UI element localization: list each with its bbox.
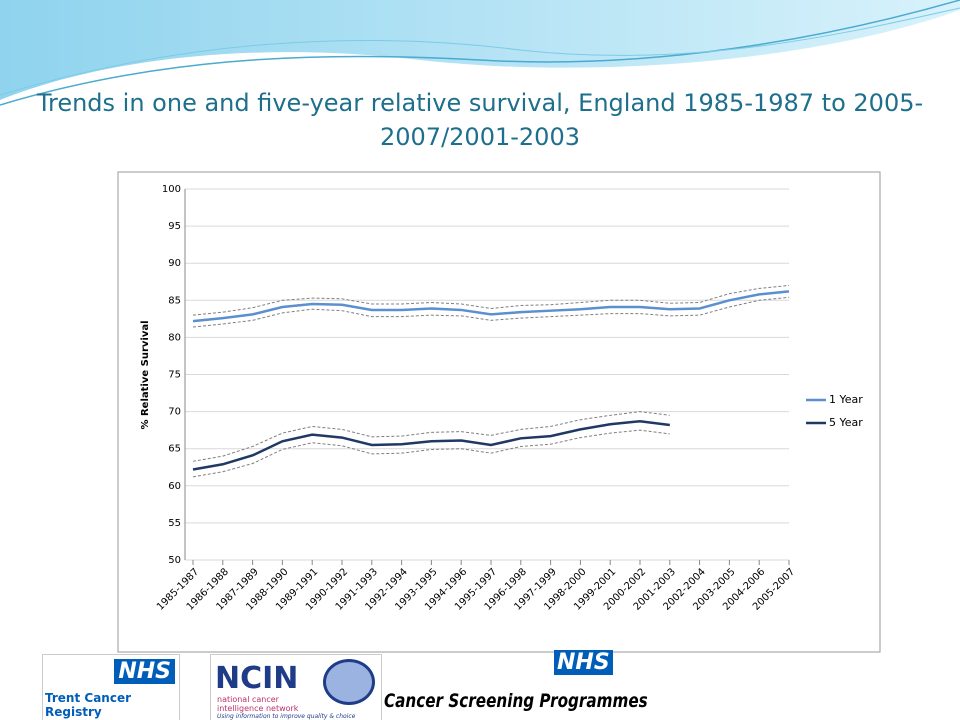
nhs-badge: NHS <box>114 659 175 684</box>
chart-title: Trends in one and five-year relative sur… <box>36 89 924 151</box>
y-tick-label: 90 <box>168 258 181 269</box>
logo-text: national cancer intelligence network <box>217 695 299 713</box>
confidence-line <box>192 429 670 478</box>
trent-logo: NHS Trent Cancer Registry <box>42 654 180 720</box>
y-tick-label: 65 <box>168 444 181 455</box>
y-tick-label: 55 <box>168 518 181 529</box>
logo-text: Trent Cancer Registry <box>45 691 131 719</box>
series-line <box>192 290 790 323</box>
confidence-line <box>192 296 790 328</box>
legend-label: 1 Year <box>829 393 863 406</box>
y-tick-label: 85 <box>168 295 181 306</box>
ncin-globe <box>323 659 375 705</box>
y-tick-label: 50 <box>168 555 181 566</box>
screening-logo: NHS Cancer Screening Programmes <box>384 650 648 720</box>
title-box: Trends in one and five-year relative sur… <box>36 89 924 151</box>
logo-text: Cancer Screening Programmes <box>384 690 648 712</box>
y-tick-label: 80 <box>168 332 181 343</box>
y-tick-label: 60 <box>168 481 181 492</box>
y-tick-label: 70 <box>168 407 181 418</box>
series-line <box>192 419 670 471</box>
header-curve <box>0 0 960 106</box>
legend-label: 5 Year <box>829 416 863 429</box>
y-tick-label: 95 <box>168 221 181 232</box>
y-tick-label: 100 <box>162 184 181 195</box>
confidence-line <box>192 284 790 316</box>
logo-text: Using information to improve quality & c… <box>217 713 356 720</box>
confidence-line <box>192 411 670 462</box>
y-axis-label: % Relative Survival <box>140 320 151 429</box>
y-tick-label: 75 <box>168 370 181 381</box>
ncin-logo: NCIN national cancer intelligence networ… <box>210 654 382 720</box>
header-wave <box>0 0 960 100</box>
logo-text: NCIN <box>215 661 299 696</box>
header-curve <box>0 7 960 96</box>
nhs-badge: NHS <box>554 650 613 675</box>
